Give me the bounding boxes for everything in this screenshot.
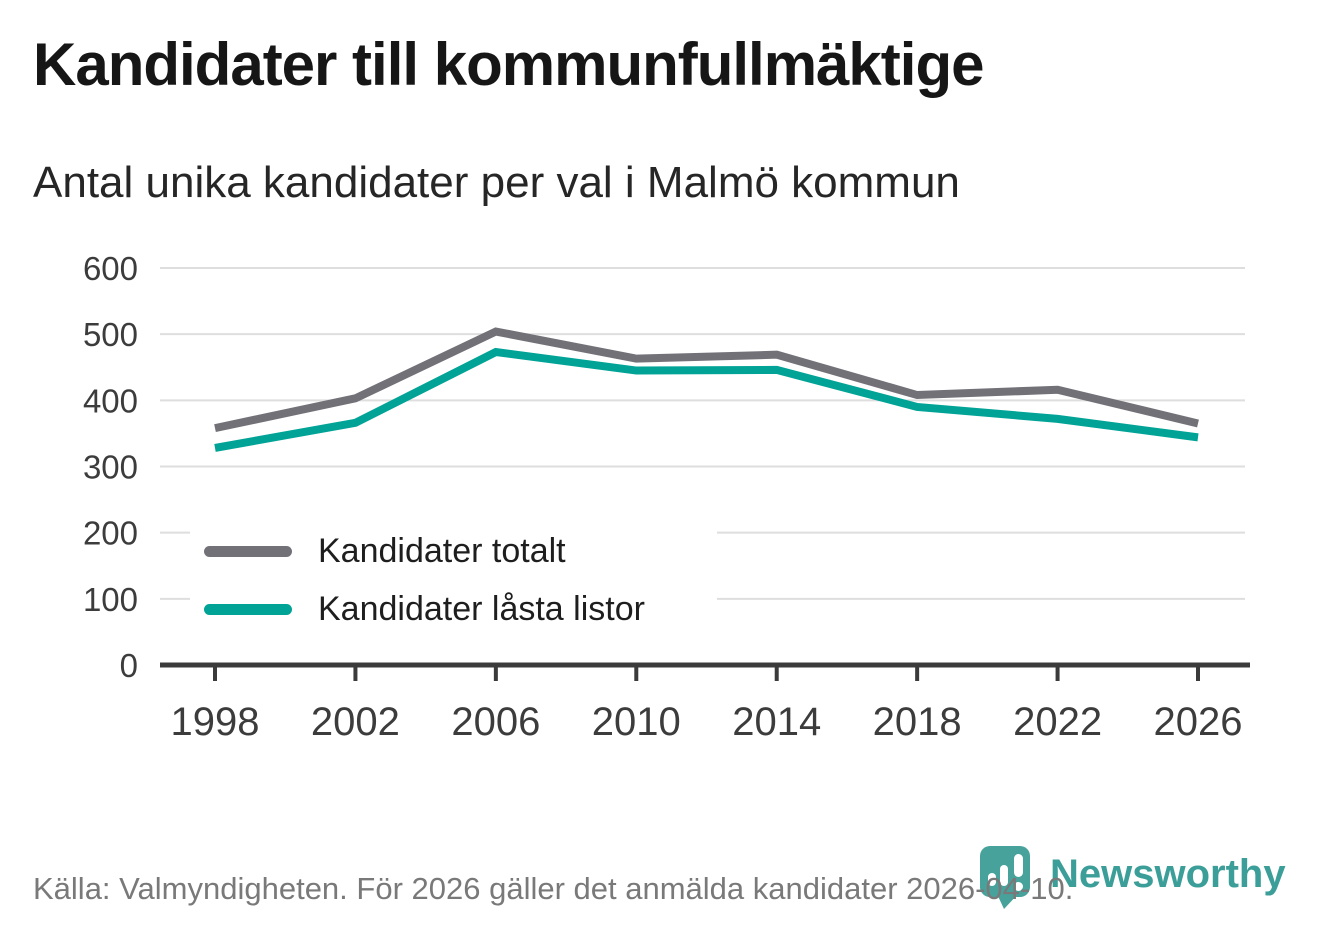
svg-text:500: 500: [83, 316, 138, 353]
legend-label-lasta-listor: Kandidater låsta listor: [318, 589, 645, 628]
svg-text:100: 100: [83, 581, 138, 618]
svg-text:2002: 2002: [311, 700, 400, 744]
source-note: Källa: Valmyndigheten. För 2026 gäller d…: [33, 871, 1074, 906]
newsworthy-branding: Newsworthy: [980, 846, 1310, 916]
svg-text:2026: 2026: [1154, 700, 1243, 744]
svg-text:2022: 2022: [1013, 700, 1102, 744]
svg-text:400: 400: [83, 382, 138, 419]
legend-swatch-lasta-listor-icon: [204, 603, 292, 615]
chart-legend: Kandidater totalt Kandidater låsta listo…: [190, 521, 717, 641]
svg-text:2010: 2010: [592, 700, 681, 744]
legend-item-totalt: Kandidater totalt: [190, 525, 717, 577]
svg-text:2014: 2014: [732, 700, 821, 744]
chart-subtitle: Antal unika kandidater per val i Malmö k…: [33, 158, 960, 207]
svg-text:2006: 2006: [451, 700, 540, 744]
newsworthy-wordmark: Newsworthy: [1050, 852, 1286, 896]
svg-text:0: 0: [120, 647, 138, 684]
legend-swatch-totalt-icon: [204, 545, 292, 557]
svg-text:600: 600: [83, 250, 138, 287]
newsworthy-pin-icon: [980, 846, 1030, 909]
page-title: Kandidater till kommunfullmäktige: [33, 31, 984, 98]
legend-item-lasta-listor: Kandidater låsta listor: [190, 583, 717, 635]
legend-label-totalt: Kandidater totalt: [318, 531, 566, 570]
svg-text:2018: 2018: [873, 700, 962, 744]
svg-text:300: 300: [83, 449, 138, 486]
svg-text:1998: 1998: [171, 700, 260, 744]
svg-text:200: 200: [83, 515, 138, 552]
